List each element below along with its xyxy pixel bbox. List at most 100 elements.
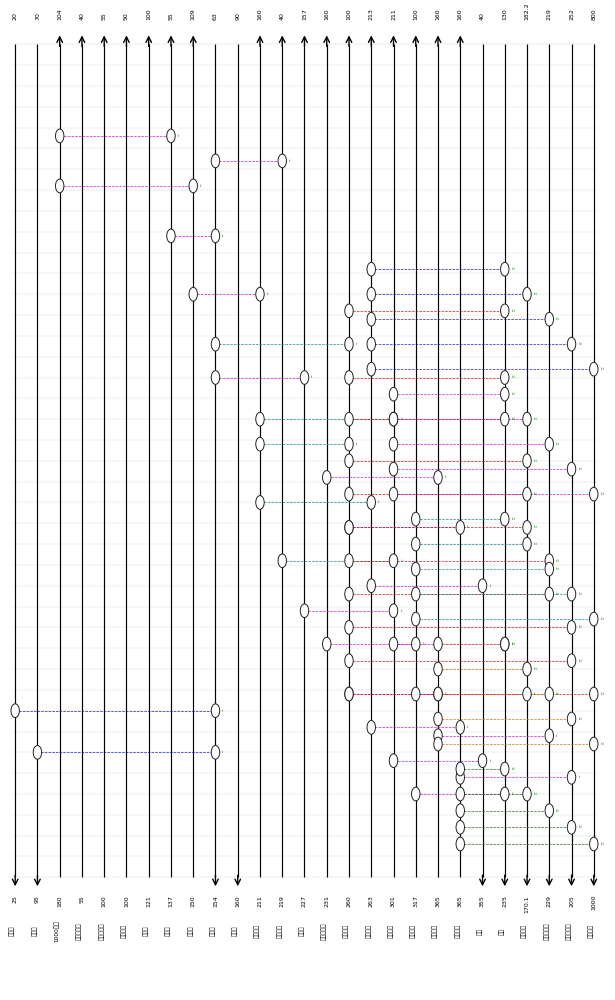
Circle shape [345,687,353,701]
Circle shape [567,712,576,726]
Text: 157: 157 [302,8,307,20]
Text: iii: iii [556,592,560,596]
Circle shape [411,612,420,626]
Text: ii: ii [423,642,425,646]
Circle shape [411,687,420,701]
Circle shape [11,704,20,718]
Circle shape [567,337,576,351]
Text: iii: iii [512,642,515,646]
Circle shape [345,521,353,534]
Circle shape [212,371,220,384]
Text: 常二中一中: 常二中一中 [321,922,327,940]
Text: iii: iii [512,375,515,379]
Circle shape [322,471,331,484]
Text: iii: iii [534,292,538,296]
Circle shape [523,454,531,468]
Circle shape [345,304,353,318]
Circle shape [478,579,486,593]
Text: 252: 252 [569,8,574,20]
Text: iii: iii [578,659,582,663]
Text: 211: 211 [258,895,263,907]
Text: iii: iii [512,309,515,313]
Text: 1000: 1000 [591,895,597,910]
Text: iii: iii [578,717,582,721]
Text: 常三二中: 常三二中 [410,924,416,938]
Text: ii: ii [222,234,224,238]
Text: 160: 160 [324,8,329,20]
Circle shape [523,662,531,676]
Circle shape [256,496,264,509]
Text: 95: 95 [35,895,40,903]
Circle shape [345,587,353,601]
Text: iii: iii [534,667,538,671]
Circle shape [300,371,309,384]
Text: ii: ii [489,584,491,588]
Text: iii: iii [534,459,538,463]
Circle shape [567,820,576,834]
Text: 150: 150 [191,895,196,907]
Text: 160: 160 [458,8,462,20]
Text: 切顶气: 切顶气 [232,926,238,936]
Circle shape [411,562,420,576]
Text: iii: iii [600,492,604,496]
Circle shape [456,720,464,734]
Text: ii: ii [267,292,269,296]
Text: 355: 355 [480,895,485,907]
Circle shape [545,587,554,601]
Text: ii: ii [578,775,581,779]
Text: iii: iii [600,692,604,696]
Circle shape [523,287,531,301]
Text: 常三二中: 常三二中 [388,924,394,938]
Circle shape [189,287,197,301]
Circle shape [389,412,398,426]
Circle shape [411,537,420,551]
Circle shape [212,229,220,243]
Circle shape [434,729,442,743]
Text: iii: iii [556,692,560,696]
Text: 常三一顶: 常三一顶 [432,924,438,938]
Text: 55: 55 [101,12,107,20]
Text: 213: 213 [369,8,374,20]
Circle shape [501,412,509,426]
Circle shape [545,437,554,451]
Text: 104: 104 [57,8,62,20]
Circle shape [212,154,220,168]
Text: 100: 100 [124,895,129,907]
Circle shape [501,787,509,801]
Circle shape [367,720,376,734]
Circle shape [567,587,576,601]
Text: 90: 90 [235,12,240,20]
Circle shape [367,496,376,509]
Text: 160: 160 [258,8,263,20]
Text: 301: 301 [391,895,396,907]
Circle shape [389,387,398,401]
Text: ii: ii [355,342,358,346]
Circle shape [411,787,420,801]
Text: ii: ii [311,375,314,379]
Circle shape [367,362,376,376]
Circle shape [345,337,353,351]
Circle shape [212,745,220,759]
Text: 切顶气: 切顶气 [210,926,215,936]
Circle shape [545,562,554,576]
Text: 800: 800 [591,8,597,20]
Text: iii: iii [534,417,538,421]
Text: 常一顶气: 常一顶气 [121,924,127,938]
Text: 循环水: 循环水 [10,926,15,936]
Circle shape [345,521,353,534]
Circle shape [367,262,376,276]
Circle shape [389,487,398,501]
Circle shape [212,704,220,718]
Circle shape [501,262,509,276]
Circle shape [300,604,309,618]
Text: i: i [222,709,223,713]
Text: 231: 231 [324,895,329,907]
Circle shape [389,412,398,426]
Circle shape [389,754,398,768]
Circle shape [545,729,554,743]
Circle shape [523,412,531,426]
Text: iii: iii [578,825,582,829]
Text: 109: 109 [191,8,196,20]
Circle shape [345,654,353,668]
Text: 燃烧烟气: 燃烧烟气 [588,924,594,938]
